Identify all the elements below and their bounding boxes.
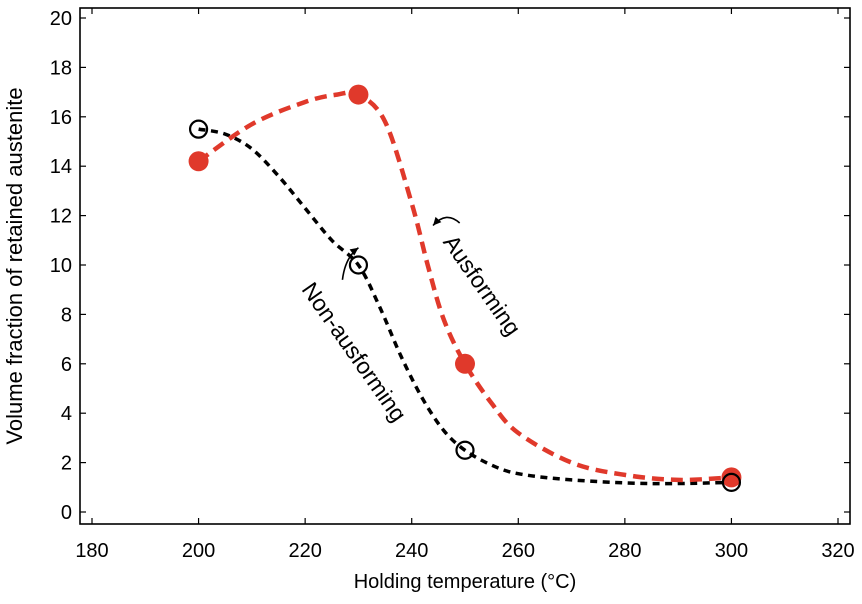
x-tick-label: 280	[608, 540, 641, 562]
annotation-arrow-head	[433, 216, 442, 226]
non-ausforming-point	[721, 472, 742, 492]
x-tick-label: 180	[75, 540, 108, 562]
y-tick-label: 4	[61, 403, 72, 425]
annotation-labels: Ausforming Non-ausforming	[297, 230, 526, 426]
non-ausforming-point	[188, 119, 209, 139]
non-ausforming-label: Non-ausforming	[297, 277, 412, 426]
y-tick-label: 0	[61, 502, 72, 524]
ausforming-point	[455, 353, 475, 374]
series-curves	[197, 89, 732, 486]
y-tick-label: 14	[50, 156, 72, 178]
x-tick-label: 200	[182, 540, 215, 562]
x-axis-label: Holding temperature (°C)	[354, 571, 577, 593]
ausforming-point	[188, 151, 209, 172]
y-tick-label: 8	[61, 304, 72, 326]
y-axis-label: Volume fraction of retained austenite	[2, 87, 27, 444]
ausforming-label: Ausforming	[438, 230, 526, 340]
series-markers	[188, 84, 742, 492]
axis-ticks: 180 200 220 240 260 280 300 320 0 2 4 6 8 10 12 14 16 18 2…	[50, 8, 855, 562]
annotation-arrow-head	[349, 247, 359, 256]
x-tick-label: 220	[288, 540, 321, 562]
plot-area-frame	[79, 7, 851, 525]
y-tick-label: 10	[50, 255, 72, 277]
non-ausforming-point	[455, 440, 475, 460]
y-tick-label: 6	[61, 354, 72, 376]
y-tick-label: 18	[50, 57, 72, 79]
y-tick-label: 16	[50, 107, 72, 129]
y-tick-label: 2	[61, 453, 72, 475]
ausforming-point	[348, 84, 369, 105]
y-tick-label: 12	[50, 206, 72, 228]
non-ausforming-point	[348, 255, 369, 275]
x-tick-label: 300	[715, 540, 748, 562]
non-ausforming-curve	[198, 127, 732, 486]
y-tick-label: 20	[50, 8, 72, 30]
ausforming-point	[721, 467, 742, 488]
x-tick-label: 320	[821, 540, 854, 562]
x-tick-label: 240	[395, 540, 428, 562]
x-tick-label: 260	[502, 540, 535, 562]
ausforming-curve	[197, 89, 732, 483]
annotation-arrows	[341, 216, 461, 280]
